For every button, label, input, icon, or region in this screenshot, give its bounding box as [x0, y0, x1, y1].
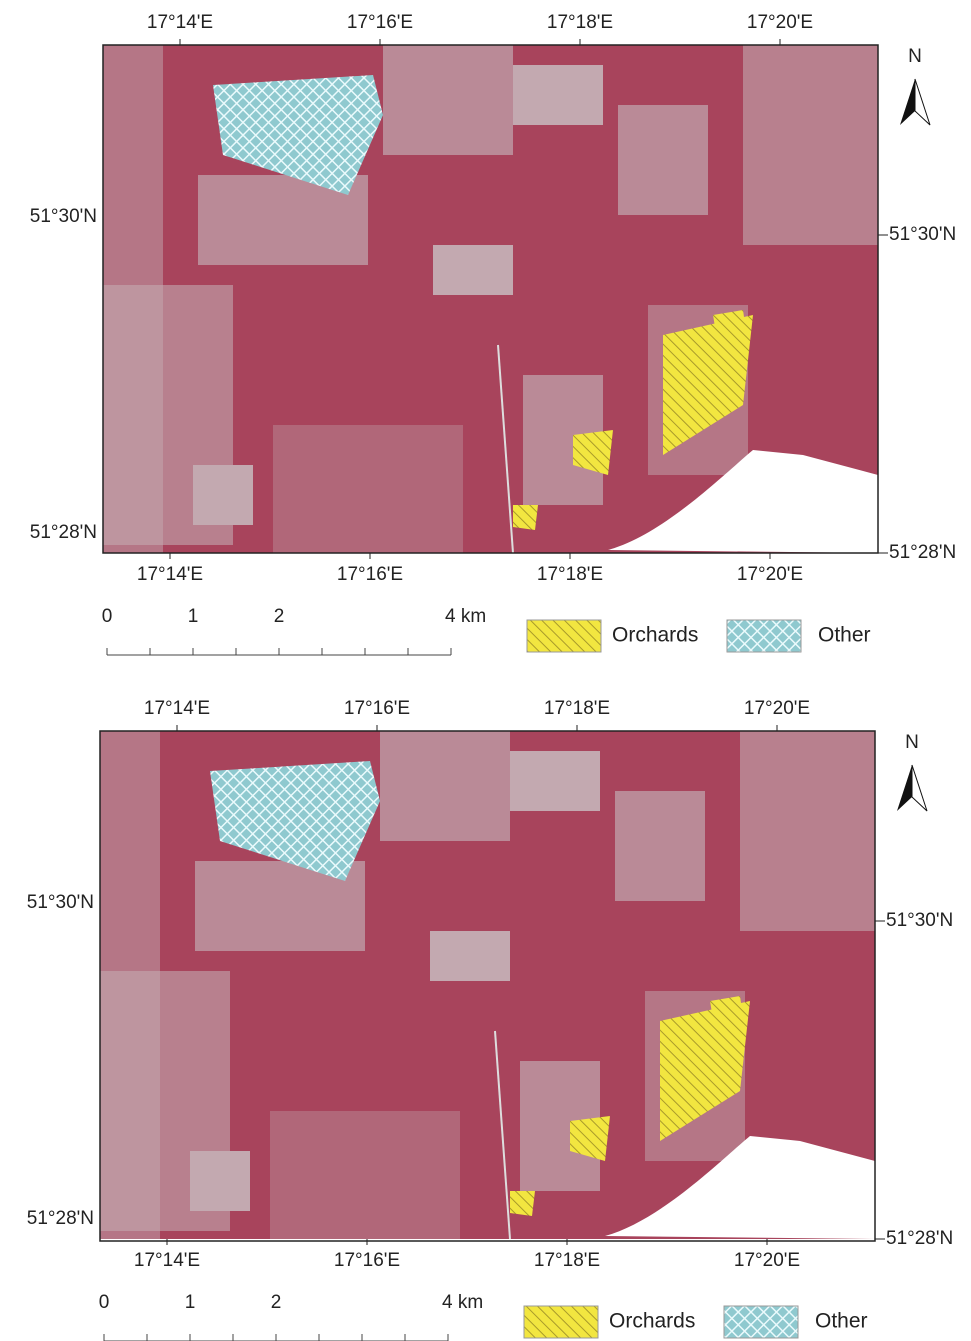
legend-swatch	[524, 1306, 598, 1338]
scale-label: 1	[185, 1292, 196, 1313]
latitude-label: 51°28'N	[30, 522, 97, 543]
latitude-label: 51°30'N	[27, 892, 94, 913]
longitude-label: 17°18'E	[534, 1250, 600, 1271]
legend-label: Other	[815, 1310, 868, 1333]
legend-swatch	[727, 620, 801, 652]
latitude-label: 51°28'N	[27, 1208, 94, 1229]
map-image	[103, 45, 878, 553]
longitude-label: 17°16'E	[334, 1250, 400, 1271]
longitude-label: 17°16'E	[337, 564, 403, 585]
legend-swatch	[527, 620, 601, 652]
latitude-label: 51°28'N	[886, 1228, 953, 1249]
scale-label: 0	[99, 1292, 110, 1313]
latitude-label: 51°30'N	[889, 224, 956, 245]
longitude-label: 17°20'E	[737, 564, 803, 585]
legend-label: Orchards	[609, 1310, 695, 1333]
longitude-label: 17°18'E	[547, 12, 613, 33]
longitude-label: 17°14'E	[144, 698, 210, 719]
legend-label: Other	[818, 624, 871, 647]
north-label: N	[908, 46, 922, 67]
latitude-label: 51°30'N	[886, 910, 953, 931]
longitude-label: 17°16'E	[344, 698, 410, 719]
longitude-label: 17°20'E	[744, 698, 810, 719]
longitude-label: 17°18'E	[537, 564, 603, 585]
north-label: N	[905, 732, 919, 753]
longitude-label: 17°18'E	[544, 698, 610, 719]
map-image	[100, 731, 875, 1239]
longitude-label: 17°14'E	[134, 1250, 200, 1271]
longitude-label: 17°14'E	[147, 12, 213, 33]
legend-label: Orchards	[612, 624, 698, 647]
figure: 17°14'E 17°16'E 17°18'E 17°20'E 17°14'E 17°16…	[0, 0, 971, 1341]
scale-label: 0	[102, 606, 113, 627]
scale-label: 2	[271, 1292, 282, 1313]
latitude-label: 51°30'N	[30, 206, 97, 227]
longitude-label: 17°20'E	[747, 12, 813, 33]
scale-label: 4 km	[442, 1292, 483, 1313]
latitude-label: 51°28'N	[889, 542, 956, 563]
legend-swatch	[724, 1306, 798, 1338]
longitude-label: 17°14'E	[137, 564, 203, 585]
north-arrow	[912, 765, 927, 811]
north-arrow	[915, 79, 930, 125]
longitude-label: 17°16'E	[347, 12, 413, 33]
scale-label: 2	[274, 606, 285, 627]
scale-label: 1	[188, 606, 199, 627]
north-arrow	[897, 765, 912, 811]
scale-label: 4 km	[445, 606, 486, 627]
north-arrow	[900, 79, 915, 125]
longitude-label: 17°20'E	[734, 1250, 800, 1271]
